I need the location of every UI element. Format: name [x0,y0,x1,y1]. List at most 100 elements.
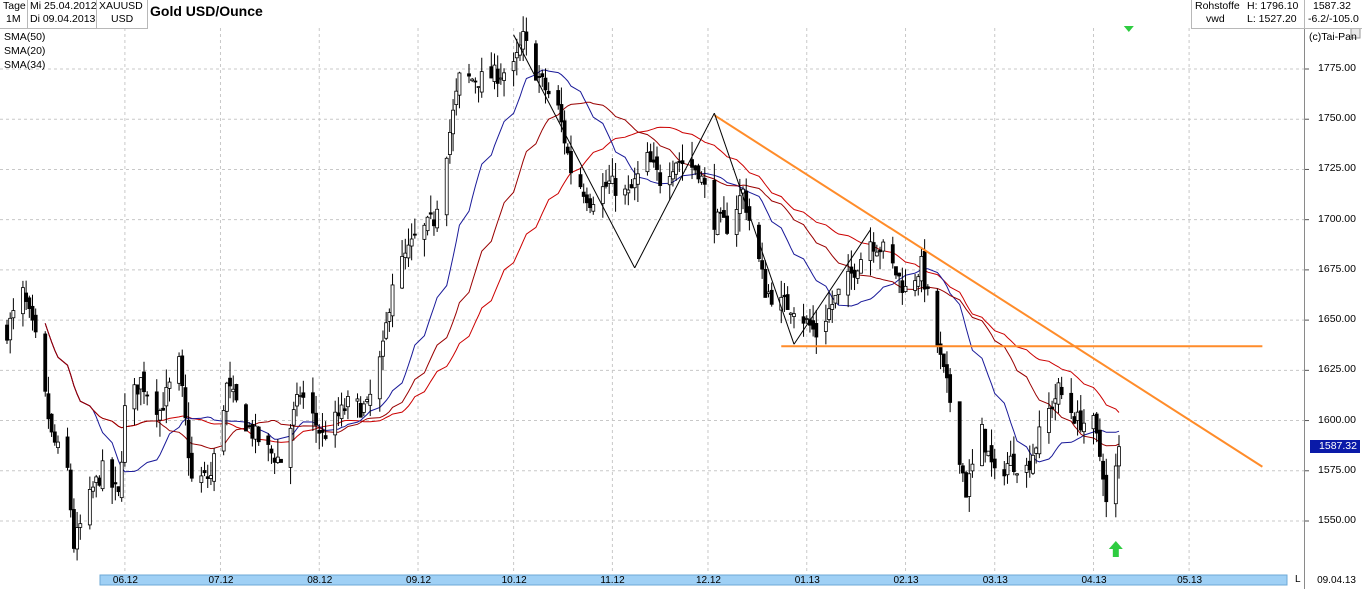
candle-body [852,269,857,278]
candle-body [674,162,679,175]
candle-body [878,249,882,253]
candle-body [859,259,863,274]
candle-body [492,64,497,82]
candle-body [702,178,707,185]
candle-body [154,391,159,415]
candle-body [922,250,927,290]
candle-body [336,412,341,417]
candle-body [537,76,542,78]
candle-body [960,465,965,474]
candle-body [342,408,347,412]
symbol: XAUUSD [99,0,143,12]
candle-body [221,410,226,452]
time-scrollbar[interactable] [99,574,1288,586]
candle-body [823,320,828,332]
trendline-resistance[interactable] [713,114,1263,468]
candle-body [390,284,395,317]
candle-body [581,191,586,197]
candle-body [569,150,573,174]
candle-body [693,165,698,171]
candle-body [457,72,462,96]
candle-body [177,356,181,384]
legend-sma50[interactable]: SMA(50) [4,31,46,43]
candle-body [970,463,975,472]
category-cell[interactable]: Rohstoffe vwd [1191,0,1245,29]
candle-body [632,178,637,189]
date-range-cell[interactable]: Mi 25.04.2012 Di 09.04.2013 [28,0,97,29]
candle-body [91,486,95,492]
x-tick-label: 05.13 [1177,575,1203,586]
trendline-pattern-4[interactable] [793,229,871,345]
candle-body [945,364,949,379]
candle-body [11,310,16,319]
candle-body [1094,413,1099,434]
trendline-pattern-2[interactable] [634,112,715,269]
candle-body [266,435,271,445]
candle-body [626,189,631,194]
candle-body [65,436,70,468]
candle-body [913,280,917,291]
candle-body [30,305,35,321]
y-tick-label: 1700.00 [1318,212,1356,225]
x-tick-label: 11.12 [600,575,625,586]
current-price-value: 1587.32 [1319,439,1357,452]
candle-body [368,393,373,406]
y-tick-label: 1600.00 [1318,413,1356,426]
trendline-pattern-1[interactable] [513,34,636,269]
symbol-cell[interactable]: XAUUSD USD [97,0,148,29]
legend-sma34[interactable]: SMA(34) [4,59,46,71]
trendline-pattern-3[interactable] [713,113,795,345]
candle-body [980,424,984,467]
candle-body [696,165,701,180]
candle-body [355,398,360,402]
candle-body [897,272,902,277]
candle-body [788,312,793,315]
signal-triangle-icon [1123,26,1134,32]
candle-body [113,482,118,485]
candle-body [1113,465,1118,505]
candle-body [635,173,640,185]
candle-body [1047,408,1051,433]
candle-body [718,211,723,214]
candle-body [613,178,618,196]
x-tick-label: 06.12 [112,575,138,586]
candle-body [250,423,255,439]
candle-body [941,353,946,368]
candle-body [186,419,191,459]
candle-body [467,73,471,77]
candle-body [142,371,146,393]
legend-sma20[interactable]: SMA(20) [4,45,46,57]
candle-body [212,453,217,482]
candle-body [623,188,628,196]
candle-body [295,394,299,407]
candle-body [671,171,675,180]
candle-body [1050,406,1054,410]
candle-body [677,161,682,163]
candle-body [132,384,137,410]
candle-body [964,472,968,498]
candle-body [610,175,615,184]
candle-body [801,316,806,324]
date-from: Mi 25.04.2012 [30,0,97,12]
candle-body [604,181,608,187]
candle-body [228,377,232,387]
candle-body [406,244,411,259]
candle-body [180,355,185,387]
candle-body [804,318,809,320]
candle-body [540,73,545,78]
candle-body [1037,426,1042,455]
candle-body [314,412,318,426]
candle-body [298,395,303,397]
candle-body [1053,398,1058,404]
buy-signal-arrow-icon [1108,541,1123,557]
candle-body [916,276,921,287]
candle-body [52,431,57,443]
period-cell[interactable]: Tage 1M [0,0,28,29]
candle-body [655,156,659,170]
candle-body [78,523,83,528]
candle-body [1104,474,1109,503]
candle-body [712,179,717,230]
x-tick-label: 08.12 [307,575,333,586]
category: Rohstoffe [1195,0,1240,12]
